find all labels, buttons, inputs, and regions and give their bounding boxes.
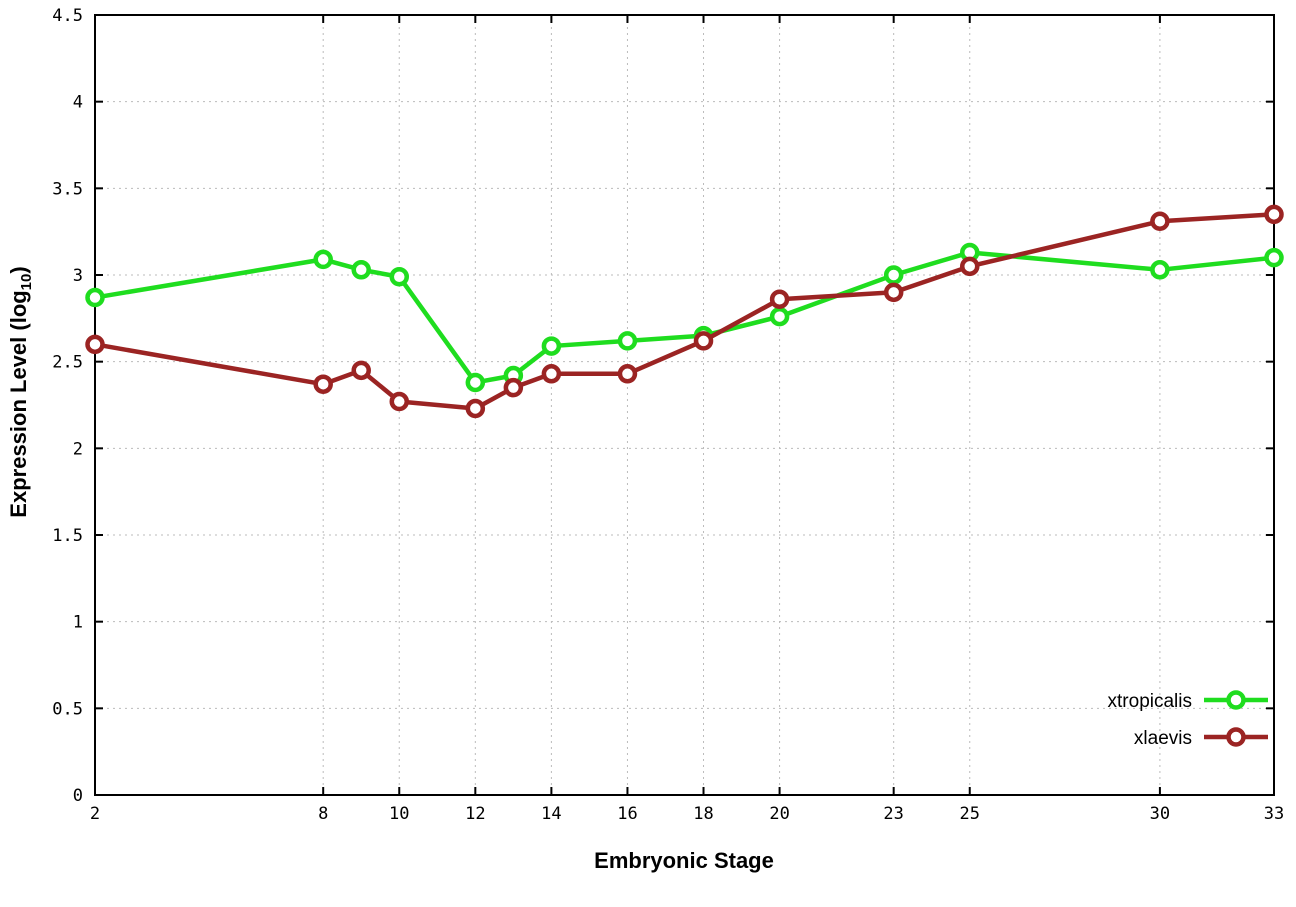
x-tick-label: 33 <box>1264 804 1284 824</box>
data-point-xlaevis <box>1264 204 1284 225</box>
data-point-xtropicalis <box>883 265 904 285</box>
y-tick-label: 0 <box>73 786 83 806</box>
x-tick-label: 2 <box>90 804 100 824</box>
legend-sample-marker-xlaevis <box>1226 727 1246 747</box>
data-point-xlaevis <box>313 374 333 394</box>
legend-sample-marker-xtropicalis <box>1226 690 1246 710</box>
y-tick-label: 1 <box>73 613 83 633</box>
x-tick-label: 18 <box>693 804 713 824</box>
data-point-xtropicalis <box>389 266 410 287</box>
data-point-xtropicalis <box>313 249 333 270</box>
y-tick-label: 3 <box>73 266 83 286</box>
x-tick-label: 23 <box>883 804 903 824</box>
data-point-xtropicalis <box>1150 260 1170 280</box>
data-point-xlaevis <box>503 377 524 398</box>
y-tick-label: 2 <box>73 439 83 459</box>
data-point-xtropicalis <box>351 260 371 280</box>
data-point-xtropicalis <box>769 306 790 327</box>
x-tick-label: 12 <box>465 804 485 824</box>
data-point-xlaevis <box>465 398 486 419</box>
data-point-xlaevis <box>959 256 980 277</box>
data-point-xtropicalis <box>85 287 105 308</box>
y-tick-label: 4.5 <box>52 6 83 26</box>
x-tick-label: 30 <box>1150 804 1170 824</box>
x-tick-label: 10 <box>389 804 409 824</box>
x-tick-label: 20 <box>769 804 789 824</box>
x-tick-label: 8 <box>318 804 328 824</box>
x-axis-label: Embryonic Stage <box>594 848 774 873</box>
y-axis-label: Expression Level (log10) <box>6 266 35 517</box>
x-tick-label: 25 <box>959 804 979 824</box>
y-tick-label: 2.5 <box>52 353 83 373</box>
data-point-xlaevis <box>883 282 904 303</box>
data-point-xlaevis <box>541 364 562 384</box>
data-point-xlaevis <box>769 289 790 310</box>
data-point-xtropicalis <box>1264 247 1284 268</box>
data-point-xlaevis <box>1150 211 1170 232</box>
y-tick-label: 1.5 <box>52 526 83 546</box>
chart-graphics: 2 8 10 12 14 16 18 20 23 25 30 33 0 0.5 1 1.5 2 2.5 3 3.5 4 4… <box>52 6 1284 824</box>
plot-border <box>94 14 1275 796</box>
data-point-xtropicalis <box>541 336 562 356</box>
data-point-xlaevis <box>389 391 410 412</box>
data-point-xtropicalis <box>465 372 486 393</box>
y-tick-label: 3.5 <box>52 179 83 199</box>
y-tick-label: 0.5 <box>52 699 83 719</box>
x-tick-label: 14 <box>541 804 561 824</box>
y-tick-label: 4 <box>73 93 83 113</box>
data-point-xtropicalis <box>617 331 638 351</box>
data-point-xlaevis <box>85 334 105 355</box>
data-point-xlaevis <box>693 331 714 351</box>
series-line-xlaevis <box>92 212 1277 411</box>
data-point-xlaevis <box>351 360 371 381</box>
legend-label-xtropicalis: xtropicalis <box>1108 691 1192 712</box>
legend-label-xlaevis: xlaevis <box>1134 728 1192 749</box>
x-tick-label: 16 <box>617 804 637 824</box>
data-point-xlaevis <box>617 364 638 384</box>
series-line-xtropicalis <box>92 250 1277 385</box>
